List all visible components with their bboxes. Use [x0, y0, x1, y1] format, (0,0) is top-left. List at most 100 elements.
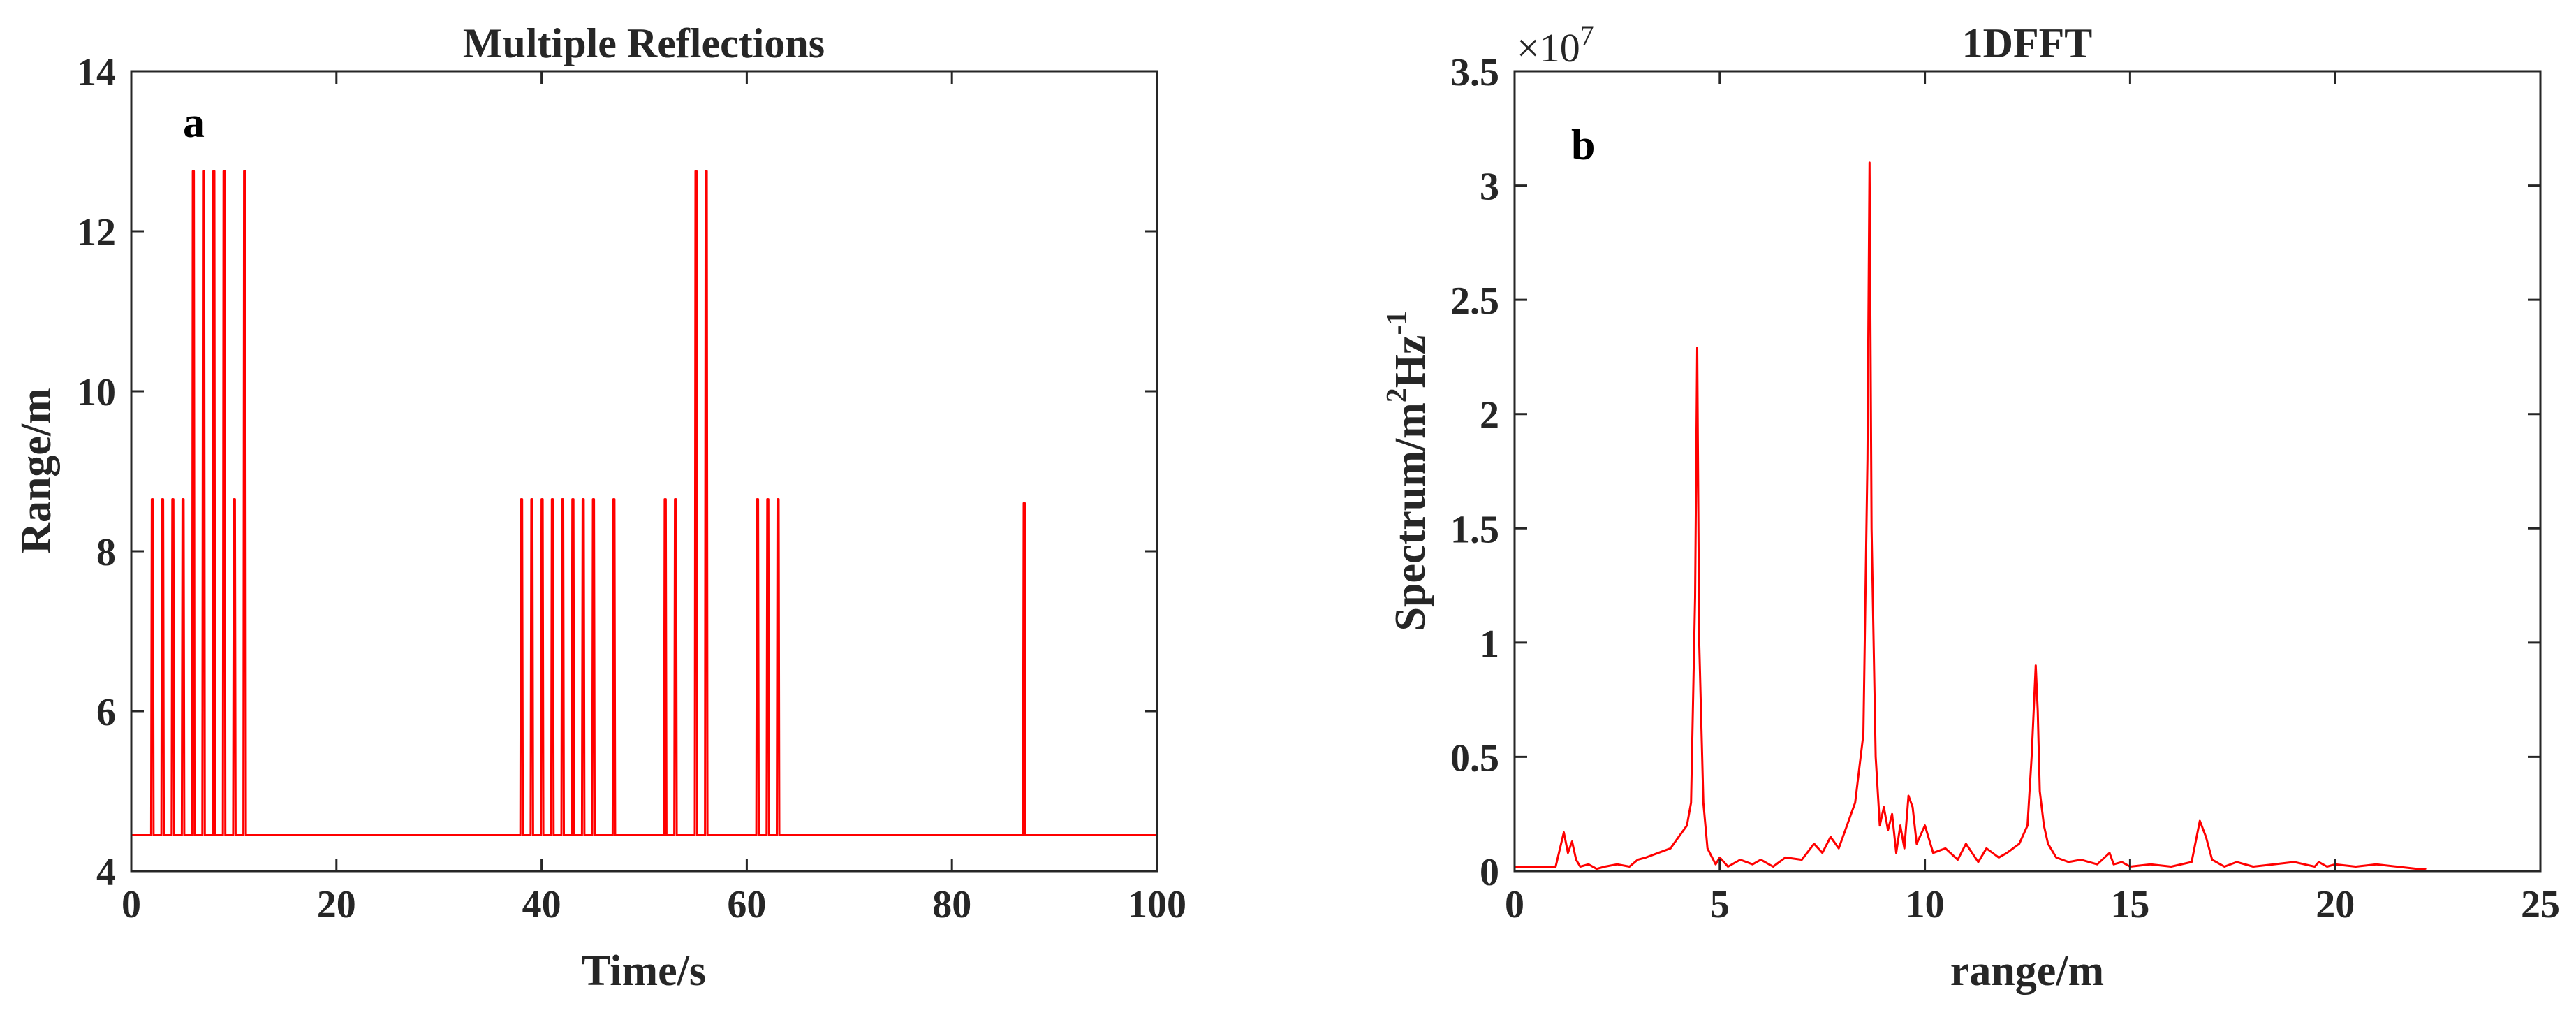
chart-b: 0 5 10 15 20 25 0 0.5 1 1.5 2 2.5 3 3.5 1DFFT range/m…: [1381, 20, 2560, 995]
chart-a-spike-point: [540, 498, 543, 501]
chart-b-data-point: [1915, 843, 1918, 845]
chart-b-plot-area: [1515, 71, 2540, 871]
chart-a-ytick-label: 14: [77, 51, 116, 94]
chart-b-data-point: [2205, 836, 2207, 838]
chart-b-data-point: [2235, 861, 2238, 863]
chart-a-spike-point: [212, 170, 215, 173]
chart-a-series-group: [131, 170, 1157, 836]
chart-b-ytick-label: 2.5: [1450, 279, 1499, 323]
chart-a-xtick-label: 40: [522, 883, 561, 926]
chart-a-spike-point: [223, 170, 226, 173]
chart-b-data-point: [1579, 866, 1582, 868]
chart-b-ytick-label: 1: [1480, 622, 1499, 666]
chart-b-data-point: [1907, 794, 1910, 797]
chart-b-data-point: [1567, 852, 1569, 854]
chart-b-data-point: [2055, 857, 2057, 859]
chart-b-data-point: [1714, 863, 1717, 866]
chart-b-data-point: [1869, 161, 1871, 164]
chart-b-ytick-label: 0.5: [1450, 736, 1499, 780]
chart-a-title: Multiple Reflections: [463, 20, 825, 66]
chart-b-xtick-label: 25: [2521, 883, 2560, 926]
chart-b-data-point: [1596, 868, 1598, 870]
chart-b-data-point: [2043, 824, 2045, 826]
chart-b-data-point: [1862, 733, 1864, 735]
chart-b-data-point: [1911, 806, 1914, 808]
chart-b-data-point: [1977, 861, 1980, 863]
chart-b-multiplier: ×107: [1517, 20, 1594, 71]
chart-b-data-point: [1644, 857, 1647, 859]
chart-a-xtick-label: 80: [932, 883, 971, 926]
chart-b-data-point: [1887, 829, 1889, 831]
chart-b-data-point: [1698, 641, 1700, 644]
chart-b-data-point: [1696, 347, 1698, 349]
chart-b-data-point: [1821, 852, 1823, 854]
chart-a-spike-point: [243, 170, 246, 173]
chart-b-data-point: [1690, 801, 1692, 804]
chart-a-spike-point: [612, 498, 615, 501]
chart-b-data-point: [1727, 866, 1729, 868]
chart-a-spike-point: [203, 170, 205, 173]
chart-b-data-point: [2416, 868, 2418, 870]
chart-a-xtick-label: 0: [122, 883, 141, 926]
chart-b-data-point: [2199, 819, 2201, 822]
chart-b-data-point: [1899, 824, 1901, 826]
chart-b-data-point: [1616, 863, 1619, 866]
chart-b-ytick-label: 0: [1480, 851, 1499, 894]
chart-b-data-point: [1883, 806, 1885, 808]
chart-b-data-point: [2355, 866, 2357, 868]
chart-b-data-point: [1702, 801, 1705, 804]
chart-a-spike-point: [664, 498, 667, 501]
chart-a-spike-point: [182, 498, 184, 501]
chart-b-series-group: [1513, 161, 2427, 870]
chart-b-data-point: [1575, 859, 1577, 861]
chart-b-ytick-label: 2: [1480, 394, 1499, 437]
chart-a-spike-point: [777, 498, 779, 501]
chart-b-data-point: [1965, 843, 1967, 845]
chart-b-xtick-label: 15: [2110, 883, 2149, 926]
chart-a-spike-point: [161, 498, 164, 501]
chart-b-data-point: [1604, 866, 1606, 868]
chart-b-data-point: [1751, 863, 1754, 866]
chart-a-spike-point: [571, 498, 574, 501]
chart-a-spike-point: [582, 498, 584, 501]
chart-b-data-point: [1904, 847, 1906, 850]
chart-a-ytick-label: 4: [96, 851, 116, 894]
chart-a-axes-frame: [130, 70, 1158, 873]
chart-b-panel-label: b: [1571, 122, 1595, 169]
chart-b-data-point: [2375, 863, 2378, 866]
chart-b-data-point: [2026, 824, 2029, 826]
chart-b-data-point: [1706, 847, 1709, 850]
chart-a-ytick-label: 12: [77, 211, 116, 254]
chart-b-data-point: [1694, 596, 1696, 598]
chart-b-data-point: [1895, 852, 1897, 854]
chart-b-data-point: [1924, 824, 1926, 826]
chart-a-spike-point: [531, 498, 533, 501]
chart-a-spike-point: [561, 498, 564, 501]
chart-b-data-point: [1985, 847, 1987, 850]
chart-a-spike-point: [551, 498, 554, 501]
chart-a-spike-point: [674, 498, 677, 501]
chart-b-title: 1DFFT: [1962, 20, 2093, 66]
chart-b-ylabel-mid: Hz: [1387, 335, 1434, 388]
chart-b-data-point: [2005, 852, 2008, 854]
chart-b-data-point: [2252, 866, 2254, 868]
chart-b-data-point: [2080, 859, 2082, 861]
chart-b-data-point: [1838, 847, 1840, 850]
chart-b-xtick-label: 10: [1906, 883, 1945, 926]
chart-a-spike-point: [151, 498, 154, 501]
chart-b-data-point: [1874, 756, 1877, 758]
chart-b-ytick-label: 1.5: [1450, 508, 1499, 551]
chart-b-xtick-label: 20: [2316, 883, 2355, 926]
chart-b-xlabel: range/m: [1950, 947, 2104, 995]
chart-b-data-point: [1587, 863, 1589, 866]
chart-b-data-point: [2068, 861, 2070, 863]
chart-a-spike-point: [192, 170, 195, 173]
chart-b-data-point: [2313, 866, 2316, 868]
chart-b-ticks: 0 5 10 15 20 25 0 0.5 1 1.5 2 2.5 3 3.5: [1450, 51, 2560, 926]
chart-b-data-point: [1772, 866, 1774, 868]
chart-b-data-point: [2211, 859, 2214, 861]
chart-b-data-point: [2191, 861, 2193, 863]
chart-b-data-point: [1739, 859, 1742, 861]
chart-b-ylabel-sup1: 2: [1381, 388, 1413, 402]
